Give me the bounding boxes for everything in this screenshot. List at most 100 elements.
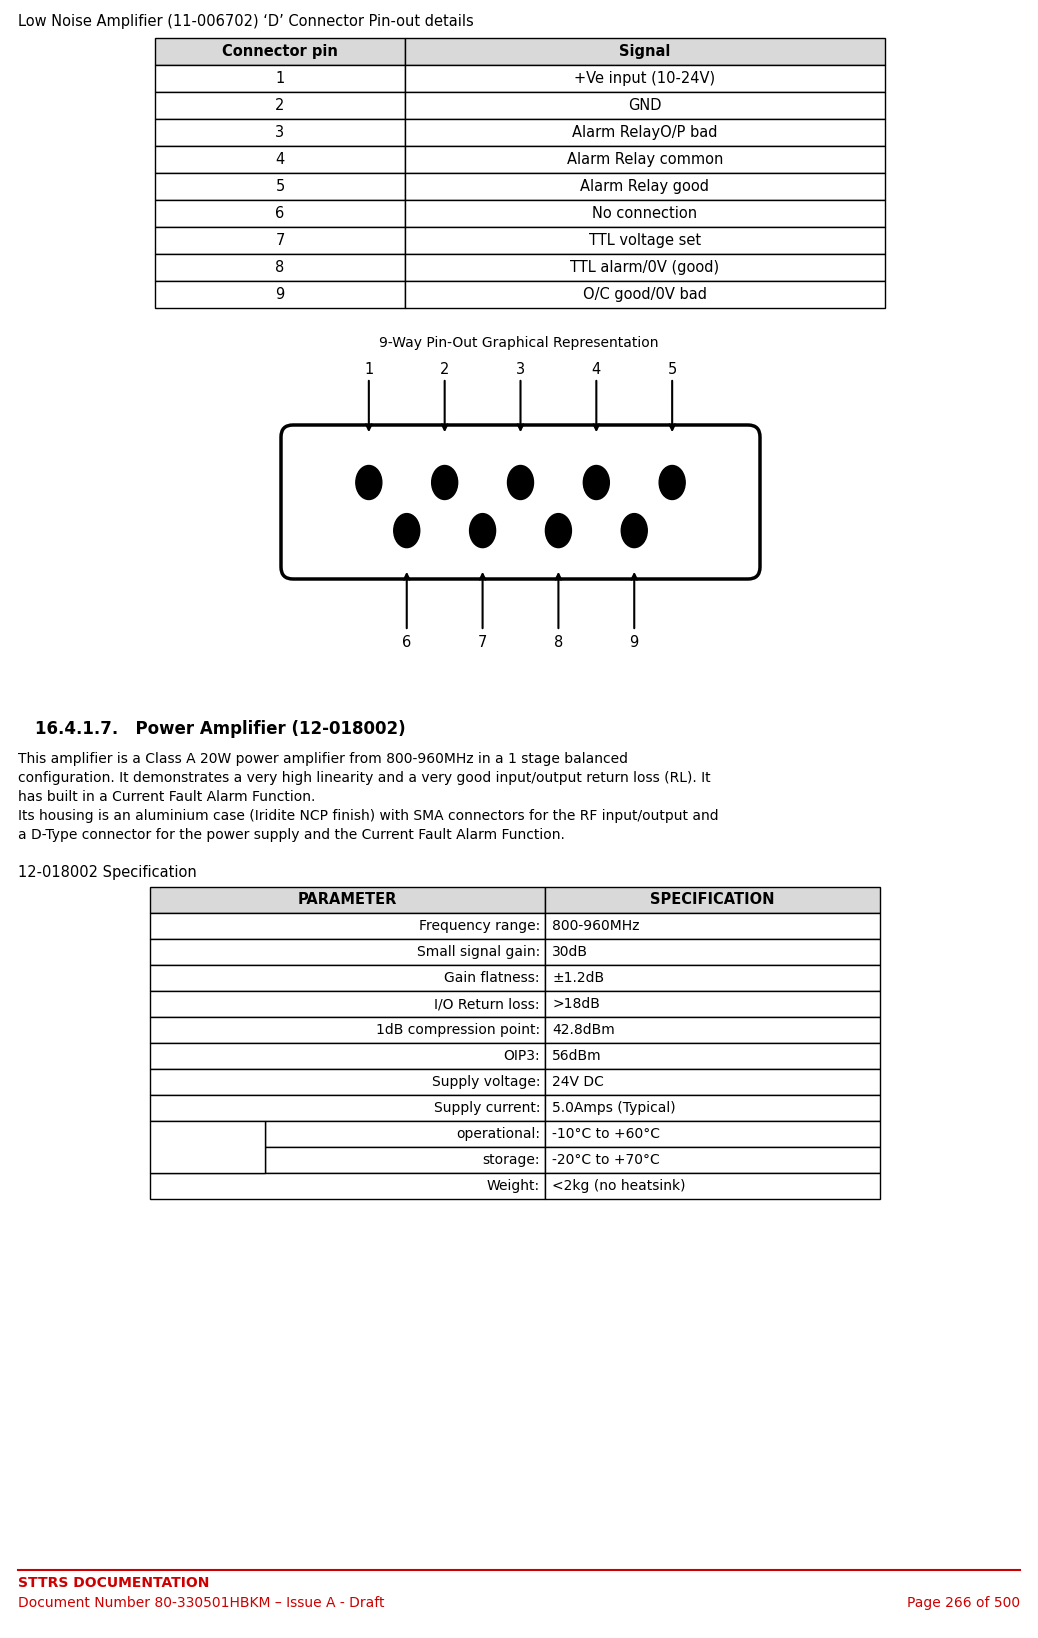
Text: This amplifier is a Class A 20W power amplifier from 800-960MHz in a 1 stage bal: This amplifier is a Class A 20W power am… <box>18 752 628 767</box>
Bar <box>155 228 405 254</box>
Text: 9: 9 <box>630 636 638 650</box>
Bar <box>405 282 885 308</box>
Bar <box>151 888 545 912</box>
Text: -20°C to +70°C: -20°C to +70°C <box>552 1153 660 1166</box>
Ellipse shape <box>622 514 648 547</box>
Bar <box>405 228 885 254</box>
Text: 2: 2 <box>440 362 449 377</box>
Text: Supply current:: Supply current: <box>434 1101 540 1115</box>
Bar <box>155 200 405 228</box>
Text: 8: 8 <box>554 636 563 650</box>
Text: 6: 6 <box>402 636 411 650</box>
Text: 7: 7 <box>275 233 284 247</box>
Text: Temperature
range: Temperature range <box>163 1132 251 1161</box>
Bar <box>155 174 405 200</box>
Text: 5: 5 <box>275 179 284 193</box>
Text: Signal: Signal <box>620 44 671 59</box>
Ellipse shape <box>469 514 495 547</box>
Bar <box>151 912 545 939</box>
Bar <box>405 254 885 282</box>
Bar <box>405 146 885 174</box>
Text: No connection: No connection <box>593 206 698 221</box>
Text: Small signal gain:: Small signal gain: <box>416 945 540 958</box>
Bar <box>545 1043 880 1070</box>
Text: 56dBm: 56dBm <box>552 1048 602 1063</box>
Bar <box>151 1094 545 1120</box>
Text: >18dB: >18dB <box>552 998 600 1011</box>
Text: 7: 7 <box>477 636 487 650</box>
Text: OIP3:: OIP3: <box>503 1048 540 1063</box>
Bar <box>155 92 405 120</box>
Bar <box>151 1017 545 1043</box>
Bar <box>151 1120 265 1173</box>
Text: GND: GND <box>628 98 662 113</box>
Bar <box>151 991 545 1017</box>
Text: I/O Return loss:: I/O Return loss: <box>435 998 540 1011</box>
Bar <box>265 1147 545 1173</box>
Text: 8: 8 <box>275 260 284 275</box>
Text: storage:: storage: <box>483 1153 540 1166</box>
Bar <box>151 1070 545 1094</box>
Bar <box>545 1094 880 1120</box>
Text: 3: 3 <box>275 124 284 139</box>
Ellipse shape <box>393 514 419 547</box>
Text: 2: 2 <box>275 98 284 113</box>
Text: 30dB: 30dB <box>552 945 588 958</box>
Ellipse shape <box>508 465 534 500</box>
Ellipse shape <box>659 465 685 500</box>
Text: TTL alarm/0V (good): TTL alarm/0V (good) <box>571 260 719 275</box>
Bar <box>155 146 405 174</box>
Text: 16.4.1.7.   Power Amplifier (12-018002): 16.4.1.7. Power Amplifier (12-018002) <box>35 721 406 739</box>
Text: 4: 4 <box>592 362 601 377</box>
Text: 4: 4 <box>275 152 284 167</box>
Text: Document Number 80-330501HBKM – Issue A - Draft: Document Number 80-330501HBKM – Issue A … <box>18 1595 384 1610</box>
Bar <box>405 38 885 66</box>
Text: has built in a Current Fault Alarm Function.: has built in a Current Fault Alarm Funct… <box>18 790 316 804</box>
Text: Gain flatness:: Gain flatness: <box>444 971 540 984</box>
Bar <box>265 1120 545 1147</box>
Text: 3: 3 <box>516 362 525 377</box>
Text: SPECIFICATION: SPECIFICATION <box>650 893 774 907</box>
Bar <box>545 939 880 965</box>
Text: Supply voltage:: Supply voltage: <box>432 1075 540 1089</box>
Bar <box>151 1043 545 1070</box>
Text: Low Noise Amplifier (11-006702) ‘D’ Connector Pin-out details: Low Noise Amplifier (11-006702) ‘D’ Conn… <box>18 15 473 29</box>
Text: 5.0Amps (Typical): 5.0Amps (Typical) <box>552 1101 676 1115</box>
Bar <box>155 254 405 282</box>
Text: -10°C to +60°C: -10°C to +60°C <box>552 1127 660 1142</box>
Text: 1dB compression point:: 1dB compression point: <box>376 1024 540 1037</box>
Bar <box>151 939 545 965</box>
Ellipse shape <box>545 514 571 547</box>
Bar <box>405 200 885 228</box>
Text: configuration. It demonstrates a very high linearity and a very good input/outpu: configuration. It demonstrates a very hi… <box>18 771 711 785</box>
Text: 12-018002 Specification: 12-018002 Specification <box>18 865 197 880</box>
Text: Its housing is an aluminium case (Iridite NCP finish) with SMA connectors for th: Its housing is an aluminium case (Iridit… <box>18 809 718 822</box>
Text: STTRS DOCUMENTATION: STTRS DOCUMENTATION <box>18 1576 210 1590</box>
Bar <box>155 66 405 92</box>
Bar <box>151 965 545 991</box>
Bar <box>545 1017 880 1043</box>
Text: +Ve input (10-24V): +Ve input (10-24V) <box>574 70 715 87</box>
Bar <box>155 120 405 146</box>
Text: 1: 1 <box>275 70 284 87</box>
Text: Alarm RelayO/P bad: Alarm RelayO/P bad <box>572 124 717 139</box>
Text: 24V DC: 24V DC <box>552 1075 604 1089</box>
Ellipse shape <box>432 465 458 500</box>
FancyBboxPatch shape <box>281 424 760 578</box>
Text: Weight:: Weight: <box>487 1179 540 1192</box>
Ellipse shape <box>356 465 382 500</box>
Text: ±1.2dB: ±1.2dB <box>552 971 604 984</box>
Bar <box>545 1173 880 1199</box>
Text: 9-Way Pin-Out Graphical Representation: 9-Way Pin-Out Graphical Representation <box>379 336 659 351</box>
Text: 6: 6 <box>275 206 284 221</box>
Bar <box>405 92 885 120</box>
Text: 1: 1 <box>364 362 374 377</box>
Text: Page 266 of 500: Page 266 of 500 <box>907 1595 1020 1610</box>
Text: 5: 5 <box>667 362 677 377</box>
Bar <box>151 1173 545 1199</box>
Bar <box>545 888 880 912</box>
Text: Alarm Relay good: Alarm Relay good <box>580 179 710 193</box>
Text: 800-960MHz: 800-960MHz <box>552 919 639 934</box>
Bar <box>545 912 880 939</box>
Bar <box>545 965 880 991</box>
